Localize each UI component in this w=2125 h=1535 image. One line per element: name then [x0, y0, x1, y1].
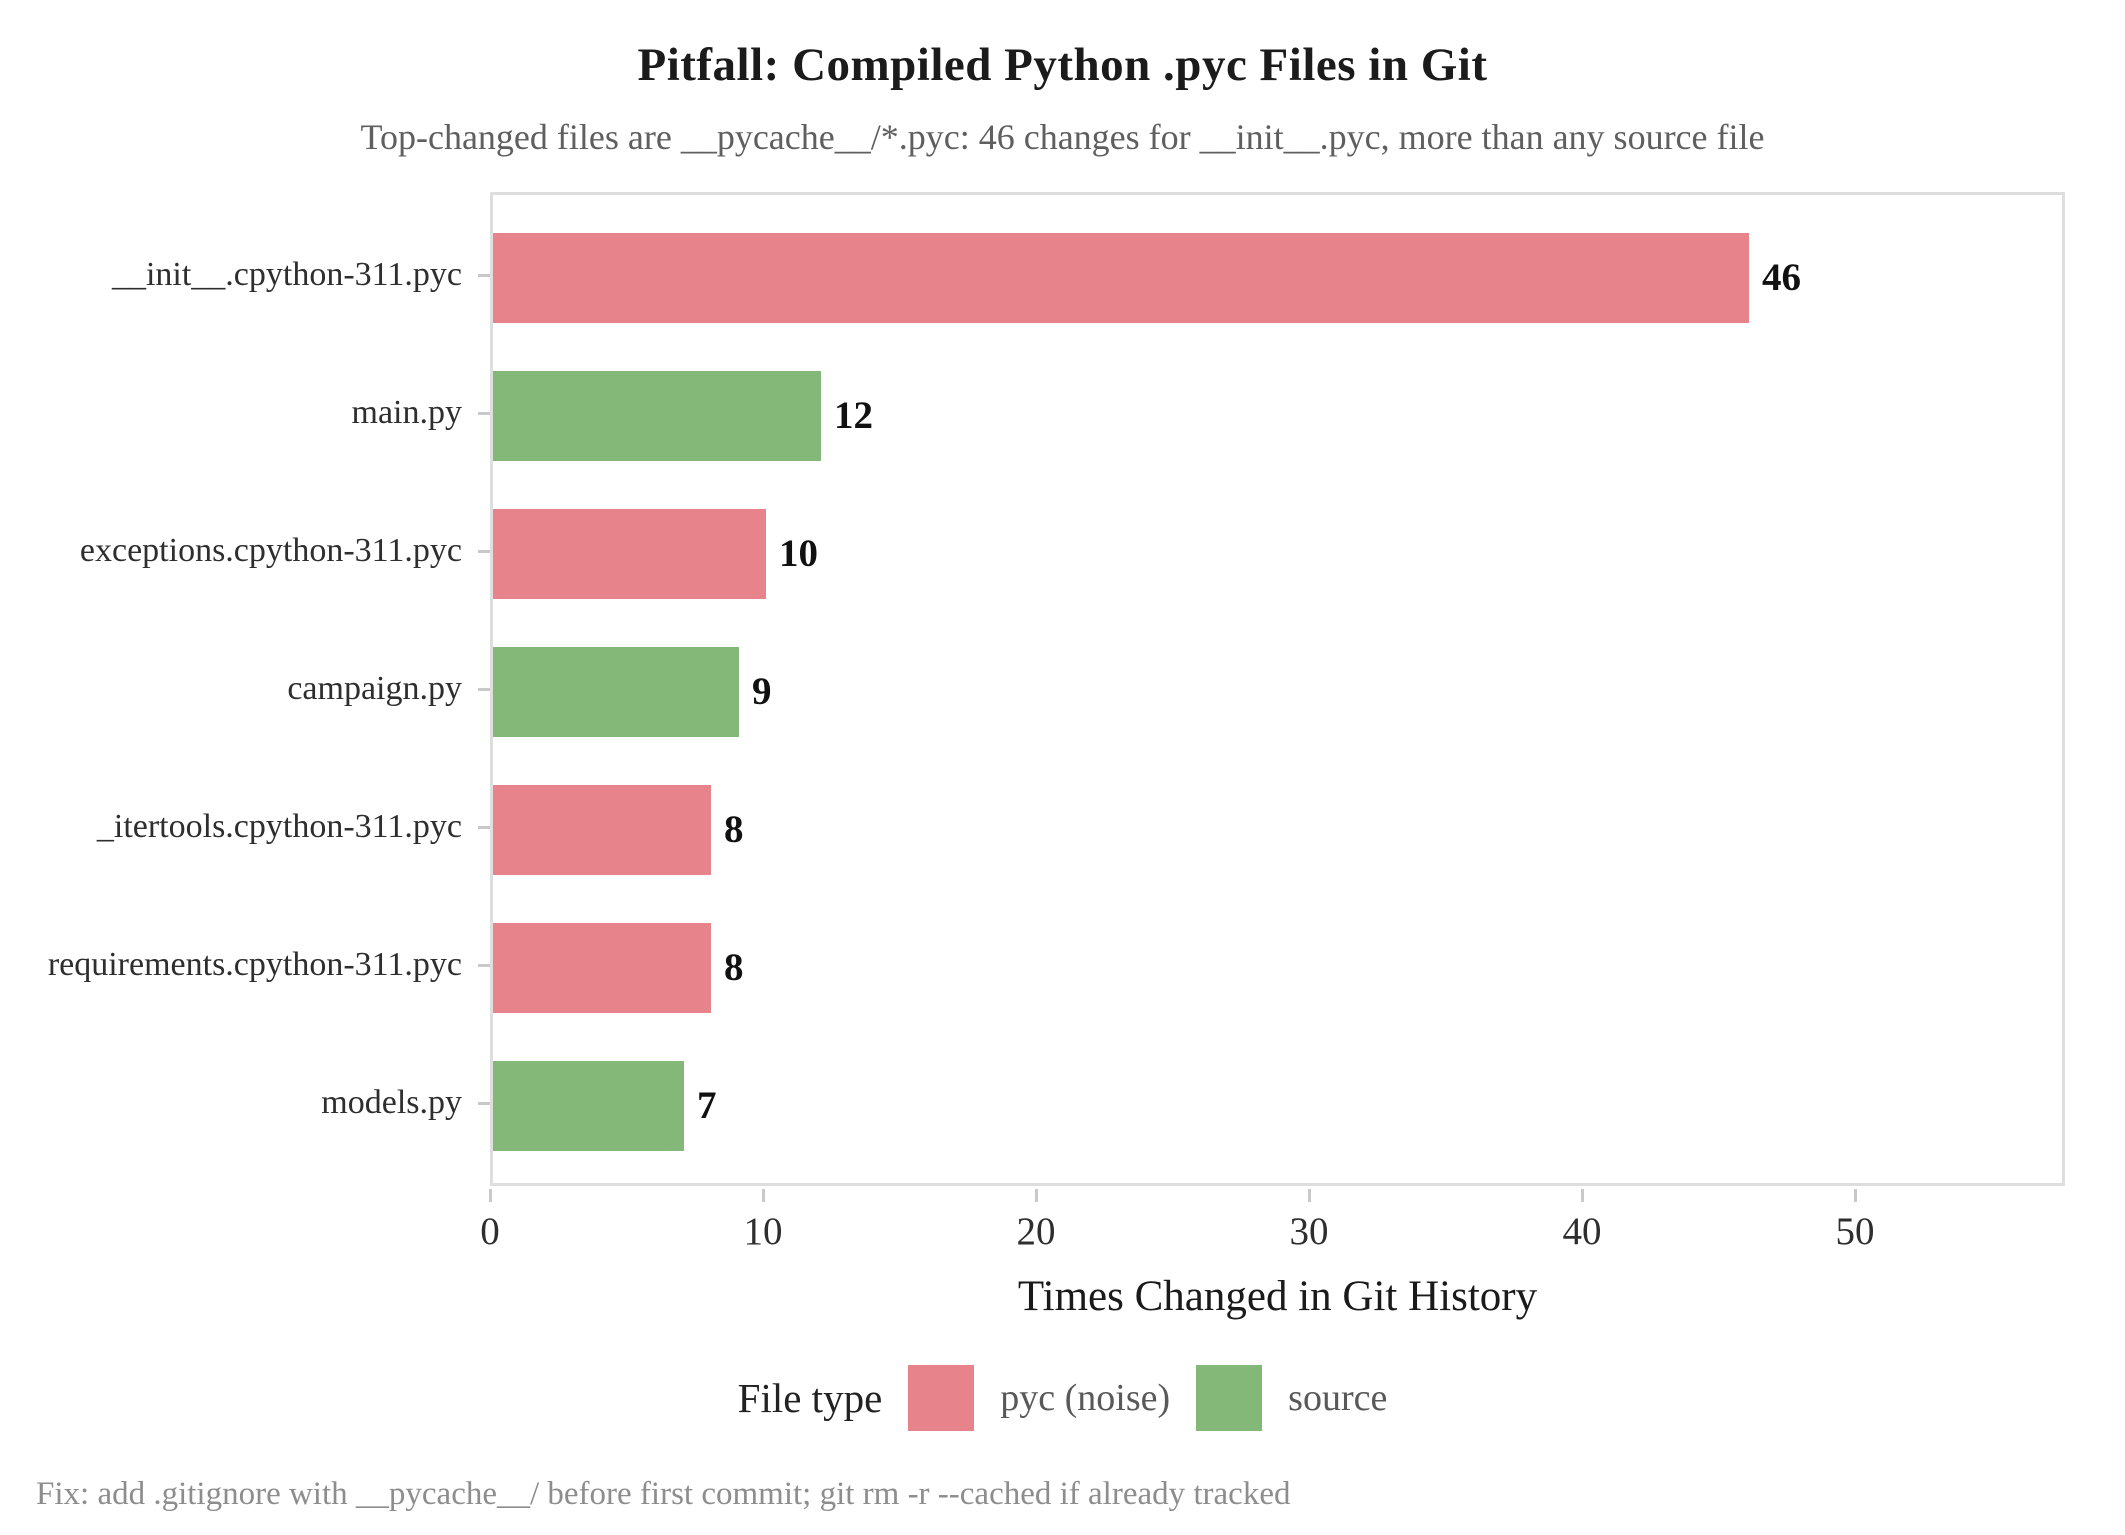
y-axis-tick [478, 964, 490, 967]
legend: File type pyc (noise) source [0, 1360, 2125, 1436]
y-axis-tick [478, 412, 490, 415]
chart-title: Pitfall: Compiled Python .pyc Files in G… [637, 39, 1488, 91]
chart-subtitle: Top-changed files are __pycache__/*.pyc:… [360, 117, 1765, 157]
y-axis-tick [478, 826, 490, 829]
x-axis-tick-label: 30 [1289, 1210, 1329, 1253]
bar [493, 509, 766, 599]
legend-swatch-source [1196, 1365, 1263, 1431]
bar [493, 923, 711, 1013]
x-axis-tick-label: 40 [1562, 1210, 1602, 1253]
y-axis-tick [478, 688, 490, 691]
x-axis-tick [1035, 1189, 1038, 1202]
x-axis-title: Times Changed in Git History [1017, 1273, 1538, 1320]
x-axis-tick-label: 0 [480, 1210, 500, 1253]
y-axis-tick-label: main.py [351, 394, 462, 431]
bar-value-label: 9 [752, 670, 772, 713]
bar [493, 647, 739, 737]
y-axis-labels: __init__.cpython-311.pyc main.py exception… [0, 192, 462, 1186]
y-axis-tick [478, 550, 490, 553]
legend-label-pyc: pyc (noise) [1000, 1377, 1171, 1419]
y-axis-tick [478, 1102, 490, 1105]
x-axis-tick [762, 1189, 765, 1202]
x-axis-tick [489, 1189, 492, 1202]
x-axis-tick [1308, 1189, 1311, 1202]
bar [493, 785, 711, 875]
y-axis-ticks [478, 192, 490, 1186]
x-axis-tick-label: 20 [1016, 1210, 1056, 1253]
y-axis-tick [478, 274, 490, 277]
bar-value-label: 8 [724, 808, 744, 851]
bar-value-label: 46 [1762, 256, 1801, 299]
y-axis-tick-label: campaign.py [287, 670, 462, 707]
x-axis-ticks: 0 10 20 30 40 50 [480, 1186, 2065, 1306]
bar [493, 1061, 684, 1151]
y-axis-tick-label: _itertools.cpython-311.pyc [96, 808, 462, 845]
bar [493, 233, 1749, 323]
bar-value-label: 10 [779, 532, 818, 575]
x-axis-tick [1581, 1189, 1584, 1202]
plot-panel: 46 12 10 9 8 8 7 [490, 192, 2065, 1186]
legend-item-source: source [1196, 1365, 1387, 1431]
legend-item-pyc: pyc (noise) [908, 1365, 1170, 1431]
bar-value-label: 7 [697, 1084, 717, 1127]
legend-swatch-pyc [908, 1365, 975, 1431]
y-axis-tick-label: models.py [321, 1084, 462, 1121]
bar-value-label: 12 [834, 394, 873, 437]
bar [493, 371, 821, 461]
y-axis-tick-label: __init__.cpython-311.pyc [111, 256, 462, 293]
y-axis-tick-label: requirements.cpython-311.pyc [47, 946, 462, 983]
x-axis-tick [1854, 1189, 1857, 1202]
x-axis-tick-label: 50 [1835, 1210, 1875, 1253]
caption: Fix: add .gitignore with __pycache__/ be… [36, 1476, 1291, 1512]
legend-label-source: source [1288, 1377, 1388, 1419]
legend-title: File type [737, 1375, 883, 1421]
y-axis-tick-label: exceptions.cpython-311.pyc [79, 532, 462, 569]
bar-value-label: 8 [724, 946, 744, 989]
x-axis-tick-label: 10 [743, 1210, 783, 1253]
